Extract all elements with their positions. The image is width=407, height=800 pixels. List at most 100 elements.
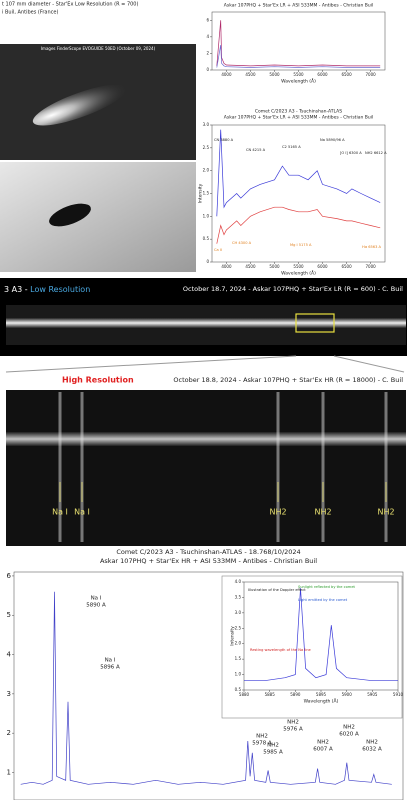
chart-title: Comet C/2023 A3 - Tsuchinshan-ATLAS - 18… [116,548,300,556]
chart-title: Askar 107PHQ + Star'Ex LR + ASI 533MM - … [224,3,373,9]
x-tick-label: 4000 [221,264,232,269]
annotation: Hα 6563 A [362,245,382,249]
peak-label: NH2 [267,743,279,749]
inset-note: Sunlight reflected by the comet [298,585,356,589]
y-tick-label: 3 [7,690,11,698]
y-tick-label: 2.0 [235,641,242,646]
x-tick-label: 5880 [239,692,250,697]
line-label: NH2 [377,508,394,517]
y-tick-label: 1.0 [235,672,242,677]
x-tick-label: 6500 [341,264,352,269]
y-tick-label: 1.0 [203,213,210,218]
low-res-title: 3 A3 - Low Resolution [4,285,90,294]
peak-label: NH2 [317,740,329,746]
chart-title: Comet C/2023 A3 - Tsuchinshan-ATLAS [255,109,342,115]
y-tick-label: 5 [7,611,11,619]
spectrum-line [20,591,392,785]
x-axis-label: Wavelength (Å) [281,78,316,85]
inset-note: Light emitted by the comet [298,598,348,602]
x-axis-label: Wavelength (Å) [304,698,339,705]
y-tick-label: 6 [7,572,12,580]
y-tick-label: 3.5 [235,594,242,599]
x-tick-label: 5000 [269,72,280,77]
annotation: C2 5165 A [282,145,301,149]
spectrum-line [216,129,381,217]
emission-line [384,392,388,542]
line-label: NH2 [269,508,286,517]
photo-comet-negative [0,162,196,272]
spectrum-line [216,20,381,67]
y-tick-label: 2.0 [203,168,210,173]
x-tick-label: 6500 [341,72,352,77]
x-tick-label: 7000 [365,264,376,269]
peak-label: 5976 A [283,727,303,733]
y-tick-label: 2 [206,50,209,55]
annotation: Ca II [214,248,222,252]
annotation: CN 3880 A [214,138,234,142]
high-res-spectrum [6,390,406,546]
comet [32,84,128,126]
peak-label: Na I [91,596,102,602]
line-label: Na I [74,508,90,517]
x-tick-label: 5900 [342,692,353,697]
y-tick-label: 6 [206,17,209,22]
y-tick-label: 3.0 [235,610,242,615]
x-tick-label: 5000 [269,264,280,269]
y-tick-label: 2.5 [203,145,210,150]
y-tick-label: 3.0 [203,122,210,127]
x-tick-label: 5895 [316,692,327,697]
x-tick-label: 6000 [317,72,328,77]
x-axis-label: Wavelength (Å) [281,270,316,277]
y-tick-label: 0.5 [203,236,210,241]
peak-label: 5978 A [252,741,272,747]
y-tick-label: 0 [206,67,209,72]
high-res-title: High Resolution [62,376,134,385]
x-tick-label: 4500 [245,72,256,77]
y-tick-label: 4 [206,34,209,39]
x-tick-label: 5500 [293,264,304,269]
line-label: NH2 [314,508,331,517]
peak-label: 5985 A [263,750,283,756]
x-tick-label: 4500 [245,264,256,269]
y-tick-label: 2.5 [235,625,242,630]
title-label: Low Resolution [30,285,90,294]
zoom-line [333,355,405,373]
x-tick-label: 5885 [265,692,276,697]
peak-label: 6032 A [362,747,382,753]
spectrum-line [244,588,398,682]
high-res-caption: October 18.8, 2024 - Askar 107PHQ + Star… [173,376,403,384]
spectrum-line [216,206,381,244]
annotation: [O I] 6300 A [340,151,362,155]
y-axis-label: Intensity [230,626,236,646]
header-line: t 107 mm diameter - Star'Ex Low Resoluti… [2,2,138,8]
peak-label: 6007 A [313,747,333,753]
emission-line [276,392,280,542]
y-tick-label: 0 [206,259,209,264]
chart-subtitle: Askar 107PHQ + Star'Ex HR + ASI 533MM - … [100,557,317,565]
x-tick-label: 7000 [365,72,376,77]
x-tick-label: 4000 [221,72,232,77]
peak-label: NH2 [343,725,355,731]
peak-label: NH2 [366,740,378,746]
y-tick-label: 1.5 [203,191,210,196]
zoom-line [5,355,297,373]
y-tick-label: 4 [7,651,12,659]
inset-panel [221,575,403,719]
emission-line [321,392,325,542]
title-prefix: 3 A3 - [4,285,30,294]
high-res-streak [6,432,406,446]
x-tick-label: 5905 [367,692,378,697]
inset-note: Illustration of the Doppler effect [248,588,306,592]
high-res-lines: Na I Na I NH2 NH2 NH2 [52,392,395,542]
emission-line [80,392,84,542]
spectrum-line [216,45,381,68]
peak-label: 5896 A [100,665,120,671]
inset-note: Resting wavelength of the Na line [250,648,312,652]
y-tick-label: 2 [7,729,11,737]
zoom-box [295,313,335,333]
peak-label: NH2 [287,720,299,726]
y-tick-label: 1 [7,768,11,776]
photo-caption: Images FinderScope EVOGUIDE 50ED (Octobe… [41,46,156,51]
y-tick-label: 1.5 [235,656,242,661]
